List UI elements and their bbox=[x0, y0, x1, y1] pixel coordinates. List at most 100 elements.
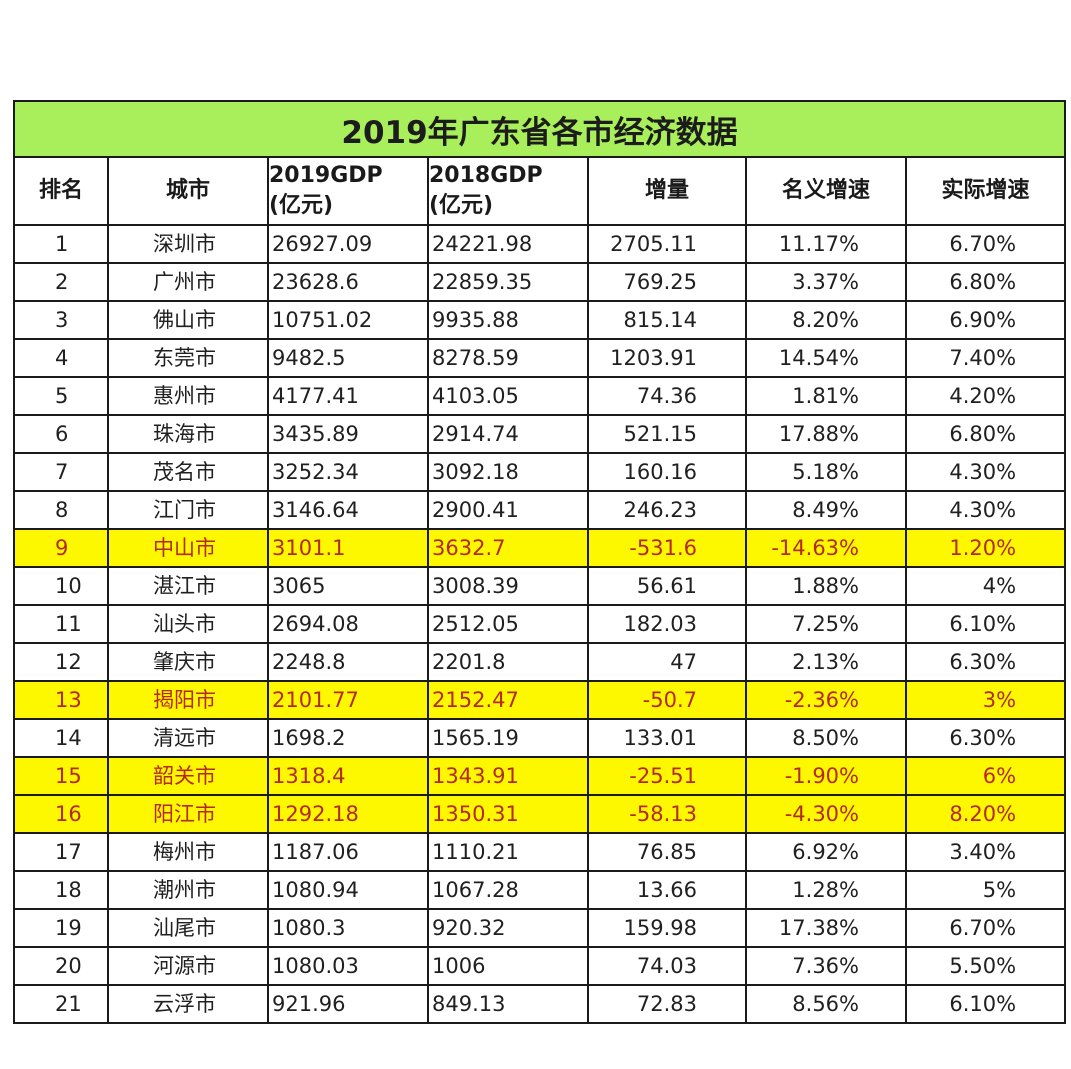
header-real-growth: 实际增速 bbox=[904, 156, 1067, 226]
cell-rank: 7 bbox=[13, 452, 109, 492]
cell-gdp-2019: 10751.02 bbox=[267, 300, 429, 340]
cell-increase: 2705.11 bbox=[587, 224, 747, 264]
table-row: 21 云浮市 921.96 849.13 72.83 8.56% 6.10% bbox=[13, 984, 1067, 1024]
table-body: 1 深圳市 26927.09 24221.98 2705.11 11.17% 6.70% 2 广… bbox=[13, 224, 1067, 1024]
cell-real-growth: 6.10% bbox=[904, 984, 1067, 1024]
cell-increase: -25.51 bbox=[587, 756, 747, 796]
cell-city: 汕头市 bbox=[107, 604, 269, 644]
cell-gdp-2019: 1187.06 bbox=[267, 832, 429, 872]
cell-real-growth: 7.40% bbox=[904, 338, 1067, 378]
cell-real-growth: 6.30% bbox=[904, 718, 1067, 758]
header-gdp-2018-label: 2018GDP bbox=[429, 163, 543, 188]
table-row: 19 汕尾市 1080.3 920.32 159.98 17.38% 6.70% bbox=[13, 908, 1067, 948]
header-gdp-2019-unit: (亿元) bbox=[269, 193, 334, 218]
header-gdp-2018: 2018GDP (亿元) bbox=[427, 156, 589, 226]
cell-increase: 76.85 bbox=[587, 832, 747, 872]
cell-nominal-growth: 1.88% bbox=[745, 566, 907, 606]
cell-nominal-growth: 17.38% bbox=[745, 908, 907, 948]
cell-gdp-2019: 2248.8 bbox=[267, 642, 429, 682]
cell-gdp-2019: 1080.3 bbox=[267, 908, 429, 948]
cell-city: 广州市 bbox=[107, 262, 269, 302]
header-rank: 排名 bbox=[13, 156, 109, 226]
cell-real-growth: 6.70% bbox=[904, 224, 1067, 264]
cell-gdp-2018: 1067.28 bbox=[427, 870, 589, 910]
cell-gdp-2018: 1565.19 bbox=[427, 718, 589, 758]
cell-increase: 160.16 bbox=[587, 452, 747, 492]
cell-nominal-growth: -2.36% bbox=[745, 680, 907, 720]
header-city: 城市 bbox=[107, 156, 269, 226]
cell-rank: 4 bbox=[13, 338, 109, 378]
cell-gdp-2018: 3008.39 bbox=[427, 566, 589, 606]
cell-nominal-growth: 8.49% bbox=[745, 490, 907, 530]
cell-increase: 133.01 bbox=[587, 718, 747, 758]
cell-increase: 13.66 bbox=[587, 870, 747, 910]
cell-gdp-2019: 3252.34 bbox=[267, 452, 429, 492]
cell-rank: 1 bbox=[13, 224, 109, 264]
table-row: 2 广州市 23628.6 22859.35 769.25 3.37% 6.80% bbox=[13, 262, 1067, 302]
table-row: 1 深圳市 26927.09 24221.98 2705.11 11.17% 6.70% bbox=[13, 224, 1067, 264]
table-row: 11 汕头市 2694.08 2512.05 182.03 7.25% 6.10% bbox=[13, 604, 1067, 644]
cell-gdp-2018: 1110.21 bbox=[427, 832, 589, 872]
cell-gdp-2018: 4103.05 bbox=[427, 376, 589, 416]
table-row-highlighted: 15 韶关市 1318.4 1343.91 -25.51 -1.90% 6% bbox=[13, 756, 1067, 796]
cell-gdp-2018: 3092.18 bbox=[427, 452, 589, 492]
cell-real-growth: 6.10% bbox=[904, 604, 1067, 644]
cell-gdp-2018: 2914.74 bbox=[427, 414, 589, 454]
cell-gdp-2019: 921.96 bbox=[267, 984, 429, 1024]
cell-gdp-2019: 4177.41 bbox=[267, 376, 429, 416]
cell-gdp-2019: 23628.6 bbox=[267, 262, 429, 302]
cell-increase: 72.83 bbox=[587, 984, 747, 1024]
cell-city: 河源市 bbox=[107, 946, 269, 986]
table-row: 6 珠海市 3435.89 2914.74 521.15 17.88% 6.80% bbox=[13, 414, 1067, 454]
cell-rank: 19 bbox=[13, 908, 109, 948]
cell-real-growth: 4.20% bbox=[904, 376, 1067, 416]
header-gdp-2019: 2019GDP (亿元) bbox=[267, 156, 429, 226]
cell-real-growth: 1.20% bbox=[904, 528, 1067, 568]
cell-nominal-growth: 5.18% bbox=[745, 452, 907, 492]
cell-rank: 9 bbox=[13, 528, 109, 568]
cell-gdp-2019: 3435.89 bbox=[267, 414, 429, 454]
table-title: 2019年广东省各市经济数据 bbox=[12, 100, 1067, 158]
cell-nominal-growth: 3.37% bbox=[745, 262, 907, 302]
cell-rank: 2 bbox=[13, 262, 109, 302]
cell-rank: 18 bbox=[13, 870, 109, 910]
cell-gdp-2019: 2694.08 bbox=[267, 604, 429, 644]
cell-city: 惠州市 bbox=[107, 376, 269, 416]
cell-gdp-2018: 2900.41 bbox=[427, 490, 589, 530]
cell-city: 阳江市 bbox=[107, 794, 269, 834]
cell-city: 佛山市 bbox=[107, 300, 269, 340]
cell-gdp-2018: 9935.88 bbox=[427, 300, 589, 340]
table-row: 7 茂名市 3252.34 3092.18 160.16 5.18% 4.30% bbox=[13, 452, 1067, 492]
cell-gdp-2018: 2512.05 bbox=[427, 604, 589, 644]
cell-nominal-growth: 11.17% bbox=[745, 224, 907, 264]
cell-gdp-2018: 24221.98 bbox=[427, 224, 589, 264]
header-gdp-2019-label: 2019GDP bbox=[269, 163, 383, 188]
header-row: 排名 城市 2019GDP (亿元) 2018GDP (亿元) 增量 名义增速 … bbox=[13, 156, 1067, 226]
cell-rank: 3 bbox=[13, 300, 109, 340]
cell-gdp-2019: 26927.09 bbox=[267, 224, 429, 264]
cell-rank: 20 bbox=[13, 946, 109, 986]
cell-real-growth: 6.80% bbox=[904, 262, 1067, 302]
cell-nominal-growth: 1.81% bbox=[745, 376, 907, 416]
cell-real-growth: 4.30% bbox=[904, 490, 1067, 530]
cell-city: 清远市 bbox=[107, 718, 269, 758]
cell-nominal-growth: 1.28% bbox=[745, 870, 907, 910]
table-row: 5 惠州市 4177.41 4103.05 74.36 1.81% 4.20% bbox=[13, 376, 1067, 416]
cell-nominal-growth: 8.56% bbox=[745, 984, 907, 1024]
cell-nominal-growth: 8.50% bbox=[745, 718, 907, 758]
cell-gdp-2018: 1343.91 bbox=[427, 756, 589, 796]
cell-rank: 5 bbox=[13, 376, 109, 416]
cell-city: 韶关市 bbox=[107, 756, 269, 796]
cell-city: 潮州市 bbox=[107, 870, 269, 910]
cell-rank: 11 bbox=[13, 604, 109, 644]
cell-nominal-growth: 7.25% bbox=[745, 604, 907, 644]
cell-real-growth: 3.40% bbox=[904, 832, 1067, 872]
table-row-highlighted: 13 揭阳市 2101.77 2152.47 -50.7 -2.36% 3% bbox=[13, 680, 1067, 720]
cell-gdp-2019: 1080.94 bbox=[267, 870, 429, 910]
cell-gdp-2018: 2201.8 bbox=[427, 642, 589, 682]
cell-rank: 16 bbox=[13, 794, 109, 834]
cell-rank: 10 bbox=[13, 566, 109, 606]
cell-nominal-growth: -4.30% bbox=[745, 794, 907, 834]
cell-gdp-2019: 1698.2 bbox=[267, 718, 429, 758]
cell-increase: 521.15 bbox=[587, 414, 747, 454]
